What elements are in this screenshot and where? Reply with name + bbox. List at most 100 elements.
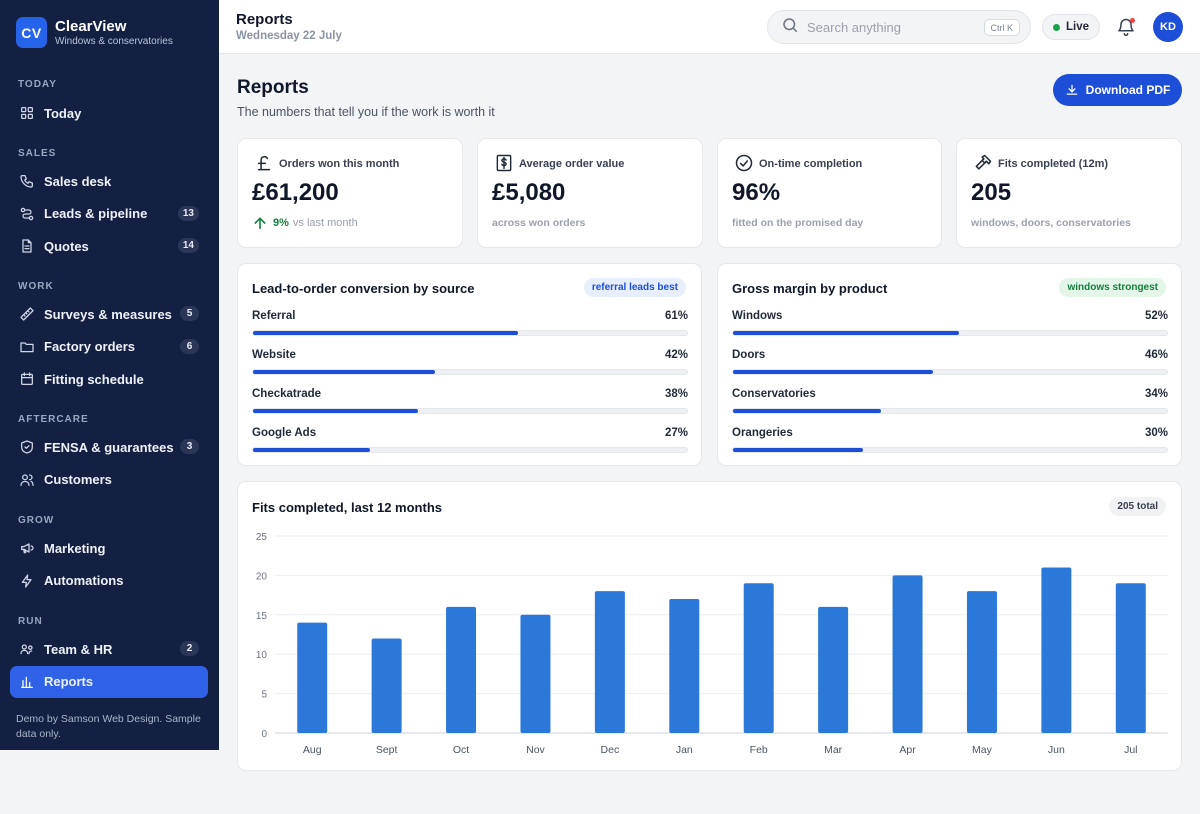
kpi-label: Average order value: [519, 158, 625, 170]
bell-icon: [1116, 18, 1136, 41]
sidebar-item-team-and-hr[interactable]: Team & HR 2: [10, 633, 208, 665]
panel-title: Gross margin by product: [732, 281, 888, 296]
pound-icon: [254, 153, 274, 173]
bar-jun[interactable]: [1041, 567, 1072, 733]
count-badge: 13: [177, 205, 199, 221]
search-box[interactable]: Ctrl K: [767, 10, 1031, 44]
sidebar-item-sales-desk[interactable]: Sales desk: [10, 165, 208, 197]
sidebar-item-quotes[interactable]: Quotes 14: [10, 230, 208, 262]
header-date: Wednesday 22 July: [236, 30, 342, 42]
nav-section-label: AFTERCARE: [18, 414, 89, 425]
sidebar-item-marketing[interactable]: Marketing: [10, 532, 208, 564]
progress-track: [252, 447, 688, 453]
bar-value: 38%: [664, 388, 688, 400]
bar-oct[interactable]: [446, 606, 477, 733]
sidebar-item-label: Today: [44, 105, 82, 121]
status-badge: referral leads best: [583, 278, 686, 297]
bar-label: Website: [252, 349, 296, 361]
x-tick-label: Dec: [601, 744, 620, 756]
nav-section-label: SALES: [18, 148, 57, 159]
sidebar-item-fensa-and-guarantees[interactable]: FENSA & guarantees 3: [10, 431, 208, 463]
live-status[interactable]: Live: [1042, 14, 1100, 40]
bar-jul[interactable]: [1115, 583, 1146, 733]
fits-chart-panel: Fits completed, last 12 months 205 total…: [237, 481, 1182, 771]
progress-fill: [733, 448, 864, 452]
y-tick-label: 20: [256, 571, 268, 582]
bar-may[interactable]: [966, 591, 997, 733]
search-icon: [781, 16, 799, 39]
download-pdf-button[interactable]: Download PDF: [1053, 74, 1182, 106]
progress-fill: [253, 409, 418, 413]
bar-label: Referral: [252, 310, 296, 322]
kpi-card-average-order: Average order value £5,080 across won or…: [477, 138, 703, 248]
bar-dec[interactable]: [594, 591, 625, 733]
sidebar-item-factory-orders[interactable]: Factory orders 6: [10, 331, 208, 363]
progress-track: [732, 408, 1168, 414]
sidebar-item-surveys-and-measures[interactable]: Surveys & measures 5: [10, 298, 208, 330]
y-tick-label: 10: [256, 650, 268, 661]
bar-value: 52%: [1144, 310, 1168, 322]
kpi-trend-text: vs last month: [292, 217, 358, 229]
progress-track: [252, 369, 688, 375]
avatar[interactable]: KD: [1153, 12, 1183, 42]
margin-panel: Gross margin by product windows stronges…: [717, 263, 1182, 466]
count-badge: 2: [180, 641, 199, 656]
sidebar-item-label: Surveys & measures: [44, 306, 172, 322]
bar-nov[interactable]: [520, 614, 551, 733]
fits-bar-chart: 0 5 10 15 20 25 Aug Sept Oct Nov Dec Jan Feb Mar Apr Ma…: [256, 532, 1168, 756]
notification-dot: [1130, 18, 1135, 23]
megaphone-icon: [19, 540, 35, 556]
sidebar-item-today[interactable]: Today: [10, 97, 208, 129]
sidebar-item-customers[interactable]: Customers: [10, 464, 208, 496]
progress-fill: [253, 448, 371, 452]
sidebar-item-automations[interactable]: Automations: [10, 565, 208, 597]
sidebar-item-label: FENSA & guarantees: [44, 439, 174, 455]
conversion-panel: Lead-to-order conversion by source refer…: [237, 263, 702, 466]
nav-section-label: TODAY: [18, 79, 57, 90]
bar-apr[interactable]: [892, 575, 923, 733]
arrow-up-icon: [254, 217, 266, 230]
kpi-value: 205: [971, 179, 1012, 206]
bar-jan[interactable]: [669, 599, 700, 733]
progress-track: [732, 447, 1168, 453]
kpi-footnote: windows, doors, conservatories: [971, 217, 1131, 229]
bar-value: 46%: [1144, 349, 1168, 361]
bar-sept[interactable]: [371, 638, 402, 733]
bar-label: Checkatrade: [252, 388, 322, 400]
bar-value: 27%: [664, 427, 688, 439]
bar-feb[interactable]: [743, 583, 774, 733]
kpi-card-orders-won: Orders won this month £61,200 9% vs last…: [237, 138, 463, 248]
x-tick-label: Mar: [824, 744, 843, 756]
nav-section-label: RUN: [18, 616, 43, 627]
sidebar-item-leads-and-pipeline[interactable]: Leads & pipeline 13: [10, 198, 208, 230]
bar-label: Google Ads: [252, 427, 317, 439]
progress-track: [252, 408, 688, 414]
brand[interactable]: CV ClearView Windows & conservatories: [16, 17, 173, 48]
bolt-icon: [19, 573, 35, 589]
sidebar-item-label: Customers: [44, 472, 112, 487]
x-tick-label: Nov: [526, 744, 545, 756]
bar-aug[interactable]: [297, 622, 328, 733]
bar-value: 34%: [1144, 388, 1168, 400]
live-label: Live: [1065, 21, 1089, 33]
sidebar-item-label: Quotes: [44, 238, 89, 254]
kpi-label: Fits completed (12m): [998, 158, 1109, 170]
sidebar-item-fitting-schedule[interactable]: Fitting schedule: [10, 363, 208, 395]
sidebar-item-label: Reports: [44, 674, 94, 689]
x-tick-label: Aug: [303, 744, 322, 756]
hammer-icon: [973, 153, 993, 173]
kpi-value: £61,200: [252, 179, 339, 206]
sidebar-item-label: Automations: [44, 573, 124, 588]
search-input[interactable]: [807, 19, 977, 35]
notifications-button[interactable]: [1116, 17, 1136, 37]
kpi-card-on-time: On-time completion 96% fitted on the pro…: [717, 138, 942, 248]
bar-mar[interactable]: [818, 606, 849, 733]
receipt-icon: [494, 153, 514, 173]
bar-value: 61%: [664, 310, 688, 322]
panel-title: Lead-to-order conversion by source: [252, 281, 475, 296]
sidebar-item-reports[interactable]: Reports: [10, 665, 208, 698]
y-tick-label: 0: [261, 729, 267, 740]
kpi-footnote: across won orders: [492, 217, 586, 229]
bar-value: 30%: [1144, 427, 1168, 439]
sidebar-item-label: Factory orders: [44, 339, 136, 354]
